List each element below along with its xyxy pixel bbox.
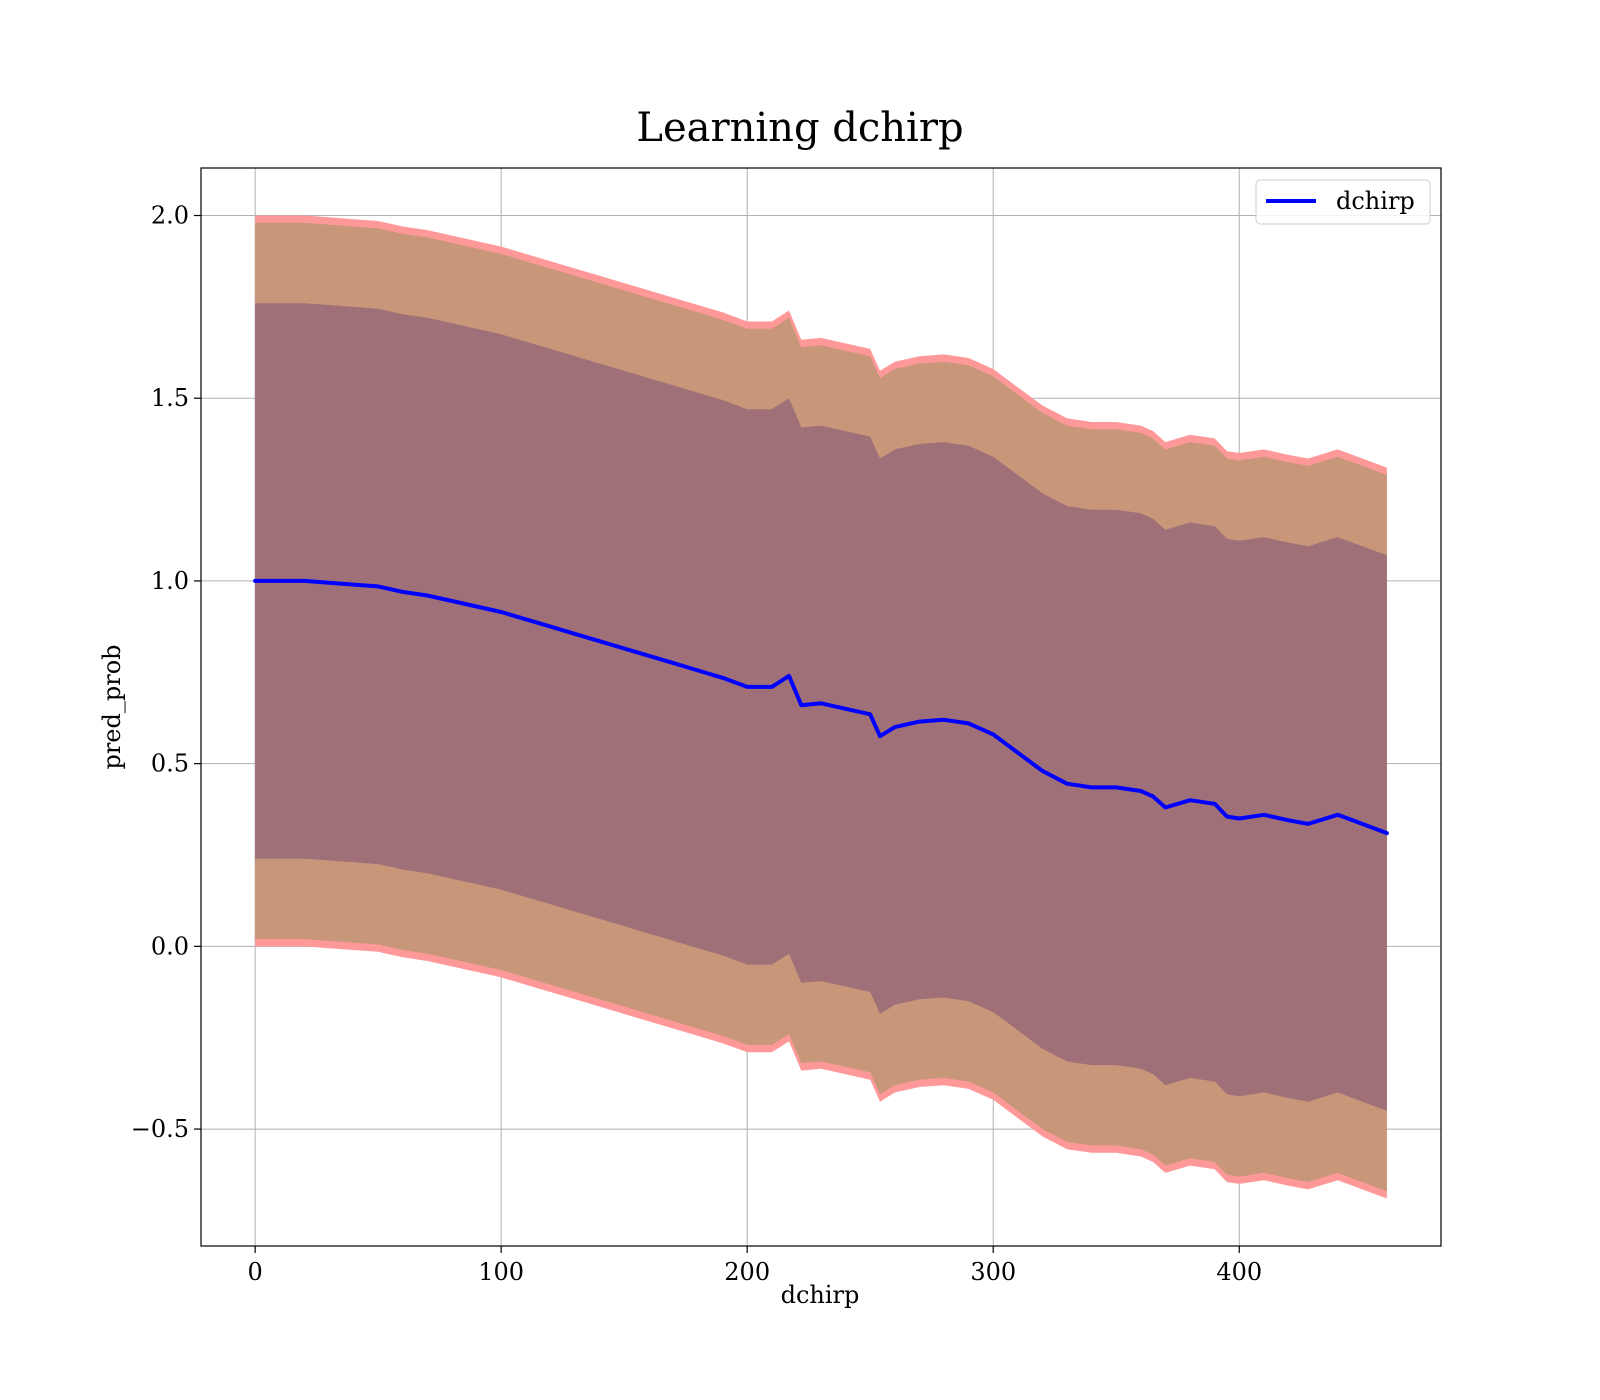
y-tick-label-3: 1.0 — [151, 567, 189, 595]
y-tick-label-0: −0.5 — [131, 1115, 189, 1143]
bands — [255, 215, 1387, 1199]
x-tick-label-0: 0 — [247, 1258, 262, 1286]
chart-title: Learning dchirp — [636, 105, 963, 151]
legend-box — [1255, 179, 1431, 225]
uncertainty-band-2 — [255, 303, 1387, 1111]
series-lines — [253, 578, 1389, 836]
x-tick-label-4: 400 — [1216, 1258, 1262, 1286]
legend: dchirp — [1255, 179, 1431, 225]
y-axis-label: pred_prob — [98, 644, 126, 769]
series-line-0 — [253, 578, 1389, 836]
x-axis-label: dchirp — [781, 1281, 860, 1309]
x-ticks: 0 100 200 300 400 — [247, 1246, 1262, 1286]
y-tick-label-4: 1.5 — [151, 384, 189, 412]
y-tick-label-1: 0.0 — [151, 932, 189, 960]
x-tick-label-3: 300 — [970, 1258, 1016, 1286]
legend-label-dchirp: dchirp — [1336, 187, 1415, 215]
x-tick-label-2: 200 — [724, 1258, 770, 1286]
y-tick-label-5: 2.0 — [151, 202, 189, 230]
plot-frame — [200, 167, 1442, 1247]
y-ticks: −0.5 0.0 0.5 1.0 1.5 2.0 — [131, 202, 201, 1143]
x-tick-label-1: 100 — [478, 1258, 524, 1286]
y-tick-label-2: 0.5 — [151, 750, 189, 778]
